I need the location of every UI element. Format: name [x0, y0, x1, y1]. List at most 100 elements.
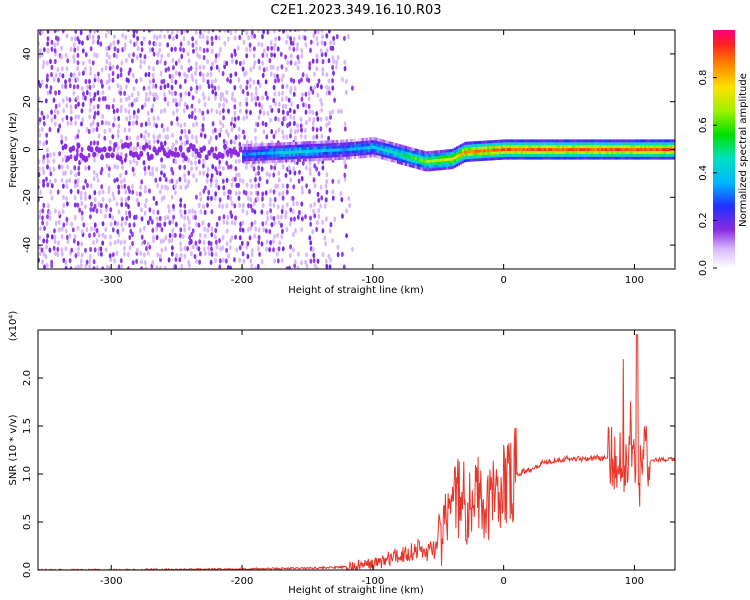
heatmap-cell	[342, 145, 345, 149]
heatmap-cell	[301, 72, 305, 78]
heatmap-cell	[72, 238, 76, 244]
heatmap-cell	[528, 145, 531, 149]
heatmap-cell	[312, 116, 316, 122]
heatmap-cell	[573, 150, 576, 154]
heatmap-cell	[630, 142, 633, 146]
heatmap-cell	[367, 143, 370, 147]
heatmap-cell	[279, 159, 282, 163]
heatmap-cell	[624, 153, 627, 157]
heatmap-cell	[516, 153, 519, 157]
heatmap-cell	[246, 161, 249, 165]
bottom-y-ticks: 0.00.51.01.52.0	[22, 370, 675, 578]
heatmap-cell	[595, 150, 598, 154]
heatmap-cell	[314, 155, 317, 159]
heatmap-cell	[293, 120, 296, 126]
heatmap-cell	[42, 238, 46, 244]
heatmap-cell	[404, 157, 408, 161]
heatmap-cell	[463, 142, 466, 146]
heatmap-cell	[156, 59, 159, 65]
heatmap-cell	[110, 152, 115, 159]
heatmap-cell	[142, 160, 146, 166]
heatmap-cell	[57, 219, 61, 225]
heatmap-cell	[302, 152, 306, 156]
heatmap-cell	[194, 40, 198, 46]
heatmap-cell	[100, 154, 105, 161]
heatmap-cell	[628, 156, 631, 160]
heatmap-cell	[316, 258, 320, 264]
heatmap-cell	[404, 160, 408, 164]
heatmap-cell	[278, 240, 282, 246]
heatmap-cell	[663, 153, 667, 157]
heatmap-cell	[331, 109, 334, 115]
heatmap-cell	[534, 148, 537, 151]
heatmap-cell	[399, 161, 402, 165]
heatmap-cell	[550, 150, 553, 154]
heatmap-cell	[317, 78, 321, 84]
heatmap-cell	[601, 150, 604, 154]
heatmap-cell	[146, 110, 150, 116]
heatmap-cell	[483, 155, 486, 158]
heatmap-cell	[77, 71, 81, 77]
heatmap-cell	[524, 148, 527, 151]
heatmap-cell	[424, 162, 427, 166]
heatmap-cell	[469, 144, 472, 148]
heatmap-cell	[143, 170, 147, 176]
heatmap-cell	[667, 156, 670, 160]
heatmap-cell	[214, 146, 218, 152]
heatmap-cell	[369, 143, 372, 146]
heatmap-cell	[128, 135, 132, 141]
heatmap-cell	[361, 143, 364, 147]
heatmap-cell	[593, 153, 596, 157]
heatmap-cell	[591, 156, 594, 160]
heatmap-cell	[219, 96, 223, 102]
heatmap-cell	[455, 146, 459, 150]
heatmap-cell	[168, 179, 172, 185]
heatmap-cell	[68, 83, 72, 89]
heatmap-cell	[196, 52, 199, 58]
heatmap-cell	[343, 172, 347, 178]
heatmap-cell	[510, 153, 513, 157]
heatmap-cell	[298, 34, 301, 41]
heatmap-cell	[151, 83, 155, 89]
heatmap-cell	[432, 156, 435, 160]
heatmap-cell	[163, 184, 167, 190]
heatmap-cell	[214, 191, 218, 197]
heatmap-cell	[315, 166, 318, 172]
heatmap-cell	[164, 67, 168, 73]
heatmap-cell	[62, 183, 65, 189]
heatmap-cell	[89, 97, 93, 103]
heatmap-cell	[53, 250, 57, 257]
heatmap-cell	[542, 139, 545, 143]
heatmap-cell	[371, 142, 374, 146]
heatmap-cell	[422, 162, 425, 166]
heatmap-cell	[414, 148, 417, 152]
heatmap-cell	[203, 226, 207, 232]
heatmap-cell	[73, 195, 77, 201]
heatmap-cell	[518, 148, 521, 151]
heatmap-cell	[265, 148, 268, 152]
heatmap-cell	[73, 155, 78, 162]
heatmap-cell	[329, 114, 332, 120]
heatmap-cell	[270, 45, 274, 51]
heatmap-cell	[306, 144, 309, 148]
heatmap-cell	[438, 167, 441, 171]
heatmap-cell	[391, 150, 394, 154]
heatmap-cell	[337, 179, 341, 185]
heatmap-cell	[152, 195, 156, 201]
heatmap-cell	[163, 221, 167, 227]
heatmap-cell	[257, 165, 261, 171]
heatmap-cell	[198, 239, 202, 245]
heatmap-cell	[350, 156, 353, 160]
heatmap-cell	[222, 138, 226, 144]
heatmap-cell	[254, 86, 258, 92]
heatmap-cell	[650, 150, 653, 154]
heatmap-cell	[585, 142, 588, 146]
heatmap-cell	[575, 153, 578, 157]
heatmap-cell	[117, 145, 120, 151]
heatmap-cell	[117, 264, 121, 269]
heatmap-cell	[207, 189, 211, 196]
heatmap-cell	[113, 34, 116, 40]
heatmap-cell	[544, 153, 547, 157]
heatmap-cell	[205, 178, 209, 184]
heatmap-cell	[254, 171, 258, 177]
